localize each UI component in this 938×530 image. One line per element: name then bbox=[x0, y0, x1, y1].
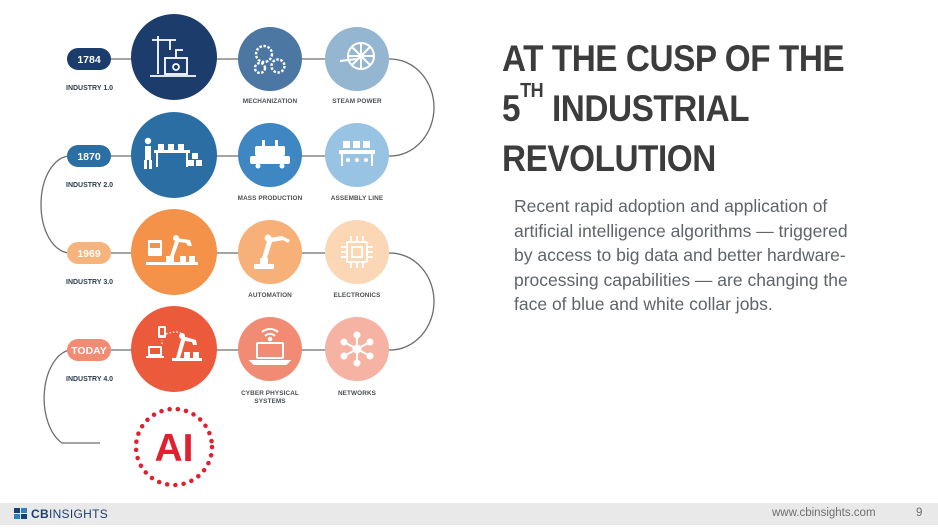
assembly-line-icon bbox=[339, 141, 375, 166]
row-industry-3: 1969 INDUSTRY 3.0 AUT bbox=[66, 209, 389, 299]
main-circle bbox=[131, 14, 217, 100]
cbinsights-logo-text: CBINSIGHTS bbox=[31, 507, 108, 521]
website-url[interactable]: www.cbinsights.com bbox=[772, 507, 876, 519]
year-pill bbox=[67, 48, 111, 70]
cbinsights-logo-icon bbox=[14, 508, 27, 519]
assembly-line-label: ASSEMBLY LINE bbox=[331, 195, 384, 202]
cyber-physical-label: CYBER PHYSICAL bbox=[241, 390, 299, 397]
ai-dotted-ring bbox=[133, 406, 215, 488]
dotted-link-lines bbox=[161, 331, 183, 344]
title-line-2-rest: INDUSTRIAL bbox=[543, 88, 750, 129]
chip-icon bbox=[341, 236, 373, 268]
cyber-physical-label-line2: SYSTEMS bbox=[254, 398, 286, 405]
year-pill bbox=[67, 339, 111, 361]
row-industry-1: 1784 INDUSTRY 1.0 MECHANIZATION bbox=[66, 14, 389, 105]
row-industry-2: 1870 INDUSTRY 2.0 MASS PRODUCTION ASSE bbox=[66, 112, 389, 202]
ai-label: AI bbox=[155, 427, 194, 470]
smart-factory-icon bbox=[146, 326, 202, 361]
year-pill bbox=[67, 145, 111, 167]
networks-label: NETWORKS bbox=[338, 390, 377, 397]
title-superscript: TH bbox=[520, 80, 544, 102]
title-line-2: 5TH INDUSTRIAL bbox=[502, 81, 880, 134]
automation-label: AUTOMATION bbox=[248, 292, 292, 299]
gears-icon bbox=[253, 44, 286, 75]
cbinsights-logo: CBINSIGHTS bbox=[14, 507, 108, 521]
industry-label: INDUSTRY 4.0 bbox=[66, 376, 113, 383]
year-label: 1870 bbox=[77, 151, 101, 163]
year-label: TODAY bbox=[71, 345, 107, 357]
industry-label: INDUSTRY 2.0 bbox=[66, 182, 113, 189]
title-line-1: AT THE CUSP OF THE bbox=[502, 38, 845, 79]
industry-label: INDUSTRY 3.0 bbox=[66, 279, 113, 286]
cyber-physical-circle bbox=[238, 317, 302, 381]
mass-production-icon bbox=[250, 140, 290, 169]
electronics-label: ELECTRONICS bbox=[334, 292, 382, 299]
automation-circle bbox=[238, 220, 302, 284]
laptop-wifi-icon bbox=[248, 328, 292, 365]
page-number: 9 bbox=[916, 507, 923, 519]
industry-label: INDUSTRY 1.0 bbox=[66, 85, 113, 92]
robot-line-icon bbox=[146, 235, 198, 265]
logo-rest: INSIGHTS bbox=[48, 507, 109, 521]
mechanization-label: MECHANIZATION bbox=[243, 98, 298, 105]
electronics-circle bbox=[325, 220, 389, 284]
steam-power-label: STEAM POWER bbox=[332, 98, 382, 105]
year-label: 1969 bbox=[77, 248, 101, 260]
year-pill bbox=[67, 242, 111, 264]
logo-bold: CB bbox=[31, 507, 49, 521]
assembly-line-circle bbox=[325, 123, 389, 187]
slide-title: AT THE CUSP OF THE 5TH INDUSTRIAL REVOLU… bbox=[502, 34, 880, 184]
footer-bar: CBINSIGHTS www.cbinsights.com 9 bbox=[0, 503, 938, 525]
mass-production-label: MASS PRODUCTION bbox=[238, 195, 303, 202]
network-icon bbox=[340, 331, 374, 367]
main-circle bbox=[131, 112, 217, 198]
ai-node: AI bbox=[133, 406, 215, 488]
worker-boxes-icon bbox=[144, 137, 202, 169]
title-number: 5 bbox=[502, 88, 521, 129]
robot-arm-icon bbox=[254, 234, 290, 269]
year-label: 1784 bbox=[77, 54, 101, 66]
slide-body-text: Recent rapid adoption and application of… bbox=[514, 196, 848, 314]
title-line-3: REVOLUTION bbox=[502, 138, 716, 179]
row-industry-4: TODAY INDUSTRY 4.0 bbox=[66, 306, 389, 405]
factory-crane-icon bbox=[150, 36, 196, 77]
steam-wheel-icon bbox=[339, 42, 375, 70]
main-circle bbox=[131, 306, 217, 392]
